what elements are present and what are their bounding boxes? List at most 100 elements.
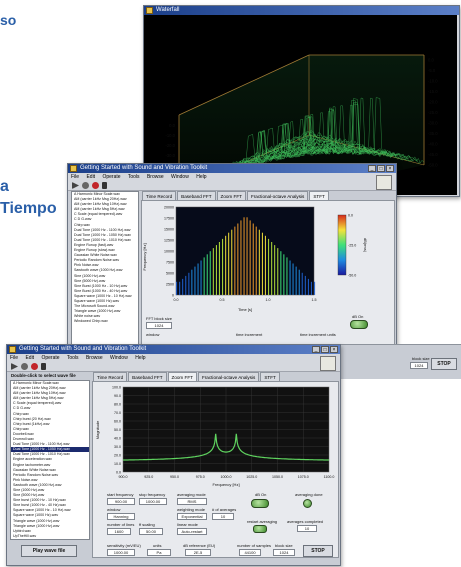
averaging-mode-select[interactable]: RMS	[177, 498, 207, 505]
window-select[interactable]: Hanning	[107, 513, 135, 520]
block-size-label-right: block size	[412, 356, 430, 361]
block-size-field-right[interactable]: 1024	[410, 362, 428, 369]
stft-colorbar	[338, 215, 346, 275]
zoom-fft-y-tick: 0.0	[116, 471, 121, 475]
minimize-icon[interactable]: _	[312, 346, 320, 353]
menu-browse[interactable]: Browse	[86, 355, 103, 361]
spectrogram-column	[191, 270, 192, 295]
weighting-mode-select[interactable]: Exponential	[177, 513, 207, 520]
list-item[interactable]: Dual Tone (1000 Hz - 1100 Hz).wav	[72, 228, 138, 233]
fft-block-size-field[interactable]: 1024	[146, 322, 172, 329]
units-field[interactable]: Pa	[147, 549, 171, 556]
menu-operate[interactable]: Operate	[41, 355, 59, 361]
db-reference-field[interactable]: 2E-5	[185, 549, 211, 556]
list-item[interactable]: White noise.wav	[11, 539, 89, 540]
number-of-samples-field[interactable]: 44100	[239, 549, 261, 556]
number-of-averages-label: # of averages	[212, 507, 236, 512]
stop-button[interactable]: STOP	[303, 545, 333, 557]
waterfall-z-tick: -30.0	[428, 121, 438, 126]
menu-file[interactable]: File	[71, 174, 79, 180]
menu-file[interactable]: File	[10, 355, 18, 361]
linear-mode-label: linear mode	[177, 522, 198, 527]
zoom-fft-titlebar[interactable]: Getting Started with Sound and Vibration…	[7, 345, 340, 354]
waterfall-z-tick: -20.0	[428, 100, 438, 105]
spectrogram-column	[277, 248, 278, 295]
spectrogram-column	[271, 242, 272, 295]
stft-y-tick: 10000	[164, 250, 174, 254]
spectrogram-column	[240, 220, 241, 295]
close-icon[interactable]: ×	[386, 165, 394, 172]
run-continuous-icon[interactable]	[82, 182, 89, 189]
zoom-fft-y-tick: 100.0	[112, 386, 121, 390]
stft-titlebar[interactable]: Getting Started with Sound and Vibration…	[68, 164, 396, 173]
spectrogram-column	[225, 236, 226, 295]
stft-y-tick: 20000	[164, 206, 174, 210]
run-arrow-icon[interactable]	[11, 363, 18, 370]
waterfall-left-tick: -30.0	[165, 153, 175, 158]
zoom-fft-x-tick: 1050.0	[272, 475, 283, 479]
menu-browse[interactable]: Browse	[147, 174, 164, 180]
zoom-fft-y-tick: 50.0	[114, 428, 121, 432]
menu-edit[interactable]: Edit	[25, 355, 34, 361]
abort-icon[interactable]	[92, 182, 99, 189]
maximize-icon[interactable]: □	[321, 346, 329, 353]
menu-operate[interactable]: Operate	[102, 174, 120, 180]
run-continuous-icon[interactable]	[21, 363, 28, 370]
list-item[interactable]: Windowed Chirp.wav	[72, 319, 138, 324]
zoom-fft-y-ticks: 100.090.080.070.060.050.040.030.020.010.…	[112, 386, 121, 475]
maximize-icon[interactable]: □	[377, 165, 385, 172]
units-label: units	[153, 543, 161, 548]
app-icon	[146, 7, 153, 14]
close-icon[interactable]: ×	[330, 346, 338, 353]
file-list-instruction: Double-click to select wave file	[11, 373, 76, 378]
sensitivity-field[interactable]: 1000.00	[107, 549, 135, 556]
pause-icon[interactable]	[41, 363, 46, 370]
zoom-fft-y-tick: 10.0	[114, 462, 121, 466]
zoom-fft-y-tick: 30.0	[114, 445, 121, 449]
db-on-toggle[interactable]	[350, 320, 368, 329]
stft-y-ticks: 20000175001500012500100007500500025000	[164, 206, 174, 298]
zoom-fft-x-ticks: 900.0 925.0 950.0 975.0 1000.0 1025.0 1050.0 10…	[119, 475, 335, 479]
number-of-lines-field[interactable]: 1600	[107, 528, 131, 535]
ff-scaling-field[interactable]: 50.00	[139, 528, 163, 535]
spectrogram-column	[219, 242, 220, 295]
start-frequency-field[interactable]: 900.00	[107, 498, 135, 505]
start-frequency-label: start frequency	[107, 492, 133, 497]
menu-help[interactable]: Help	[196, 174, 206, 180]
menu-window[interactable]: Window	[110, 355, 128, 361]
stft-file-list[interactable]: A Harmonic Minor Scale.wav AM (carrier 1k…	[71, 191, 139, 363]
window-controls: _ □ ×	[312, 346, 338, 353]
stft-x-ticks: 0.0 0.5 1.0 1.5	[174, 298, 317, 302]
number-of-averages-field[interactable]: 10	[212, 513, 234, 520]
spectrogram-column	[234, 227, 235, 295]
spectrogram-column	[213, 248, 214, 295]
restart-averaging-button[interactable]	[253, 525, 267, 533]
play-wave-file-button[interactable]: Play wave file	[21, 545, 77, 557]
minimize-icon[interactable]: _	[368, 165, 376, 172]
spectrogram-column	[188, 273, 189, 295]
menu-help[interactable]: Help	[135, 355, 145, 361]
pause-icon[interactable]	[102, 182, 107, 189]
block-size-label: block size	[275, 543, 293, 548]
spectrogram-column	[176, 282, 177, 295]
stft-window: Getting Started with Sound and Vibration…	[67, 163, 397, 365]
spectrogram-column	[222, 239, 223, 295]
stop-button-right[interactable]: STOP	[431, 358, 457, 370]
zoom-fft-x-tick: 1025.0	[246, 475, 257, 479]
block-size-field[interactable]: 1024	[273, 549, 295, 556]
stft-y-tick: 15000	[164, 228, 174, 232]
stop-frequency-field[interactable]: 1000.00	[139, 498, 167, 505]
menu-edit[interactable]: Edit	[86, 174, 95, 180]
waterfall-titlebar[interactable]: Waterfall	[144, 6, 459, 15]
zoom-fft-x-tick: 975.0	[196, 475, 205, 479]
abort-icon[interactable]	[31, 363, 38, 370]
menu-tools[interactable]: Tools	[67, 355, 79, 361]
menu-window[interactable]: Window	[171, 174, 189, 180]
menu-tools[interactable]: Tools	[128, 174, 140, 180]
linear-mode-select[interactable]: Auto-restart	[177, 528, 207, 535]
db-on-toggle[interactable]	[251, 499, 269, 508]
run-arrow-icon[interactable]	[72, 182, 79, 189]
wave-file-list[interactable]: A Harmonic Minor Scale.wav AM (carrier 1k…	[10, 380, 90, 540]
stft-toolbar	[68, 181, 396, 191]
spectrogram-column	[247, 217, 248, 295]
